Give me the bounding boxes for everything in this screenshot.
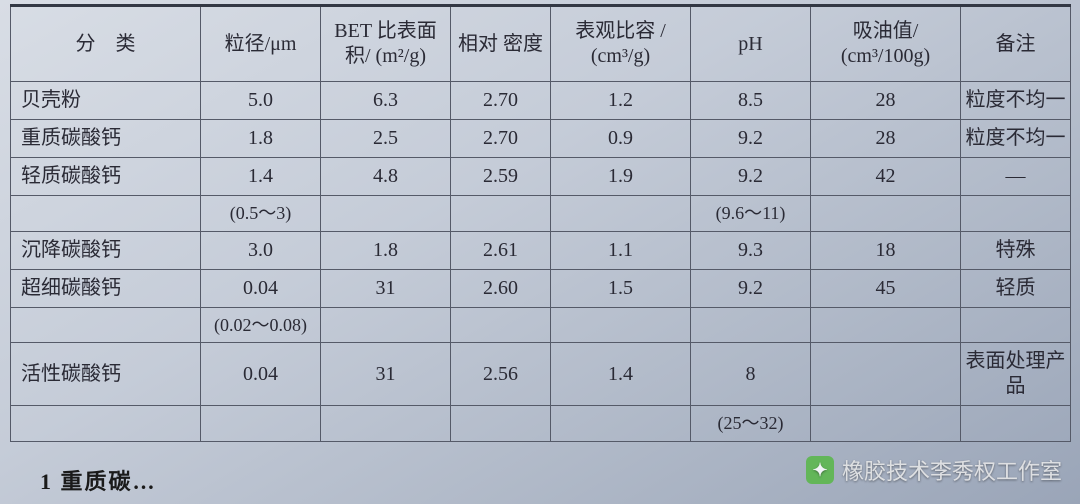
cell (811, 196, 961, 232)
cell (321, 406, 451, 442)
cell-note: — (961, 158, 1071, 196)
cell: 1.4 (551, 343, 691, 406)
cell: 1.1 (551, 231, 691, 269)
cell: 2.61 (451, 231, 551, 269)
th-bet: BET 比表面积/ (m²/g) (321, 6, 451, 82)
cell: 1.8 (321, 231, 451, 269)
cell-note (961, 406, 1071, 442)
cell: 2.70 (451, 120, 551, 158)
cell: 0.9 (551, 120, 691, 158)
cell: 3.0 (201, 231, 321, 269)
wechat-icon: ✦ (806, 456, 834, 484)
cell-note (961, 196, 1071, 232)
cell: 9.3 (691, 231, 811, 269)
cell-note: 粒度不均一 (961, 120, 1071, 158)
cell (551, 307, 691, 343)
header-row: 分 类 粒径/μm BET 比表面积/ (m²/g) 相对 密度 表观比容 / … (11, 6, 1071, 82)
cell: 1.4 (201, 158, 321, 196)
footnote-text: 1 重质碳… (40, 464, 157, 496)
cell: 1.2 (551, 82, 691, 120)
cell (451, 196, 551, 232)
cell (811, 343, 961, 406)
cell: 4.8 (321, 158, 451, 196)
cell: 5.0 (201, 82, 321, 120)
cell: 31 (321, 343, 451, 406)
cell-cat (11, 406, 201, 442)
cell: 28 (811, 120, 961, 158)
cell: 45 (811, 269, 961, 307)
table-row: 活性碳酸钙 0.04 31 2.56 1.4 8 表面处理产品 (11, 343, 1071, 406)
cell-cat (11, 307, 201, 343)
cell-cat: 重质碳酸钙 (11, 120, 201, 158)
th-particle: 粒径/μm (201, 6, 321, 82)
th-density: 相对 密度 (451, 6, 551, 82)
cell-note: 轻质 (961, 269, 1071, 307)
cell (811, 406, 961, 442)
table-row: 轻质碳酸钙 1.4 4.8 2.59 1.9 9.2 42 — (11, 158, 1071, 196)
cell: 31 (321, 269, 451, 307)
cell (551, 406, 691, 442)
cell-cat: 轻质碳酸钙 (11, 158, 201, 196)
cell: 1.9 (551, 158, 691, 196)
th-oil: 吸油值/ (cm³/100g) (811, 6, 961, 82)
watermark: ✦ 橡胶技术李秀权工作室 (806, 454, 1062, 486)
cell: 2.56 (451, 343, 551, 406)
page: 分 类 粒径/μm BET 比表面积/ (m²/g) 相对 密度 表观比容 / … (0, 4, 1080, 504)
th-ph: pH (691, 6, 811, 82)
table-row: (25～32) (11, 406, 1071, 442)
table-row: 沉降碳酸钙 3.0 1.8 2.61 1.1 9.3 18 特殊 (11, 231, 1071, 269)
cell: 9.2 (691, 269, 811, 307)
th-volume: 表观比容 / (cm³/g) (551, 6, 691, 82)
cell: 2.60 (451, 269, 551, 307)
cell (811, 307, 961, 343)
table-row: 超细碳酸钙 0.04 31 2.60 1.5 9.2 45 轻质 (11, 269, 1071, 307)
th-note: 备注 (961, 6, 1071, 82)
cell: (25～32) (691, 406, 811, 442)
table-row: 贝壳粉 5.0 6.3 2.70 1.2 8.5 28 粒度不均一 (11, 82, 1071, 120)
cell: (0.02～0.08) (201, 307, 321, 343)
cell-note: 粒度不均一 (961, 82, 1071, 120)
cell: 28 (811, 82, 961, 120)
cell: 9.2 (691, 120, 811, 158)
table-body: 贝壳粉 5.0 6.3 2.70 1.2 8.5 28 粒度不均一 重质碳酸钙 … (11, 82, 1071, 442)
cell (451, 307, 551, 343)
cell (321, 307, 451, 343)
cell: 8 (691, 343, 811, 406)
cell: 1.5 (551, 269, 691, 307)
watermark-text: 橡胶技术李秀权工作室 (842, 454, 1062, 486)
cell: 18 (811, 231, 961, 269)
cell: 0.04 (201, 269, 321, 307)
cell: (9.6～11) (691, 196, 811, 232)
cell (321, 196, 451, 232)
table-row: (0.5～3) (9.6～11) (11, 196, 1071, 232)
cell-cat (11, 196, 201, 232)
cell (551, 196, 691, 232)
cell-cat: 贝壳粉 (11, 82, 201, 120)
cell: 0.04 (201, 343, 321, 406)
cell: 6.3 (321, 82, 451, 120)
cell: 9.2 (691, 158, 811, 196)
cell: 8.5 (691, 82, 811, 120)
cell (691, 307, 811, 343)
cell: 2.59 (451, 158, 551, 196)
cell: 2.70 (451, 82, 551, 120)
table-row: (0.02～0.08) (11, 307, 1071, 343)
table-row: 重质碳酸钙 1.8 2.5 2.70 0.9 9.2 28 粒度不均一 (11, 120, 1071, 158)
cell-cat: 超细碳酸钙 (11, 269, 201, 307)
cell: 42 (811, 158, 961, 196)
cell-note (961, 307, 1071, 343)
cell: (0.5～3) (201, 196, 321, 232)
cell-cat: 沉降碳酸钙 (11, 231, 201, 269)
cell (201, 406, 321, 442)
th-category: 分 类 (11, 6, 201, 82)
material-table: 分 类 粒径/μm BET 比表面积/ (m²/g) 相对 密度 表观比容 / … (10, 4, 1071, 442)
cell (451, 406, 551, 442)
cell: 2.5 (321, 120, 451, 158)
cell: 1.8 (201, 120, 321, 158)
cell-note: 特殊 (961, 231, 1071, 269)
cell-note: 表面处理产品 (961, 343, 1071, 406)
cell-cat: 活性碳酸钙 (11, 343, 201, 406)
